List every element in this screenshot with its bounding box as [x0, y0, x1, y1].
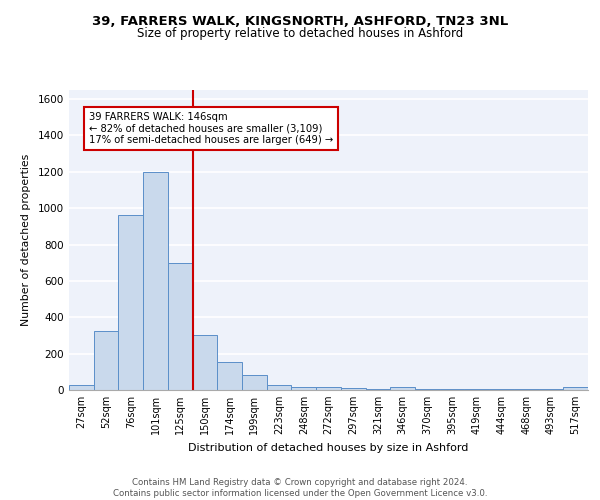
- Bar: [365, 389, 390, 390]
- Text: Size of property relative to detached houses in Ashford: Size of property relative to detached ho…: [137, 28, 463, 40]
- Bar: [464, 389, 489, 390]
- Bar: [316, 388, 341, 390]
- X-axis label: Distribution of detached houses by size in Ashford: Distribution of detached houses by size …: [188, 442, 469, 452]
- Bar: [415, 389, 440, 390]
- Bar: [143, 172, 168, 390]
- Bar: [94, 331, 118, 390]
- Bar: [539, 389, 563, 390]
- Text: 39 FARRERS WALK: 146sqm
← 82% of detached houses are smaller (3,109)
17% of semi: 39 FARRERS WALK: 146sqm ← 82% of detache…: [89, 112, 333, 145]
- Bar: [267, 386, 292, 390]
- Y-axis label: Number of detached properties: Number of detached properties: [21, 154, 31, 326]
- Bar: [118, 214, 143, 390]
- Bar: [292, 386, 316, 390]
- Bar: [440, 389, 464, 390]
- Bar: [341, 388, 365, 390]
- Text: Contains HM Land Registry data © Crown copyright and database right 2024.
Contai: Contains HM Land Registry data © Crown c…: [113, 478, 487, 498]
- Bar: [514, 389, 539, 390]
- Bar: [168, 262, 193, 390]
- Bar: [69, 385, 94, 390]
- Text: 39, FARRERS WALK, KINGSNORTH, ASHFORD, TN23 3NL: 39, FARRERS WALK, KINGSNORTH, ASHFORD, T…: [92, 15, 508, 28]
- Bar: [193, 334, 217, 390]
- Bar: [489, 389, 514, 390]
- Bar: [242, 376, 267, 390]
- Bar: [390, 386, 415, 390]
- Bar: [563, 386, 588, 390]
- Bar: [217, 362, 242, 390]
